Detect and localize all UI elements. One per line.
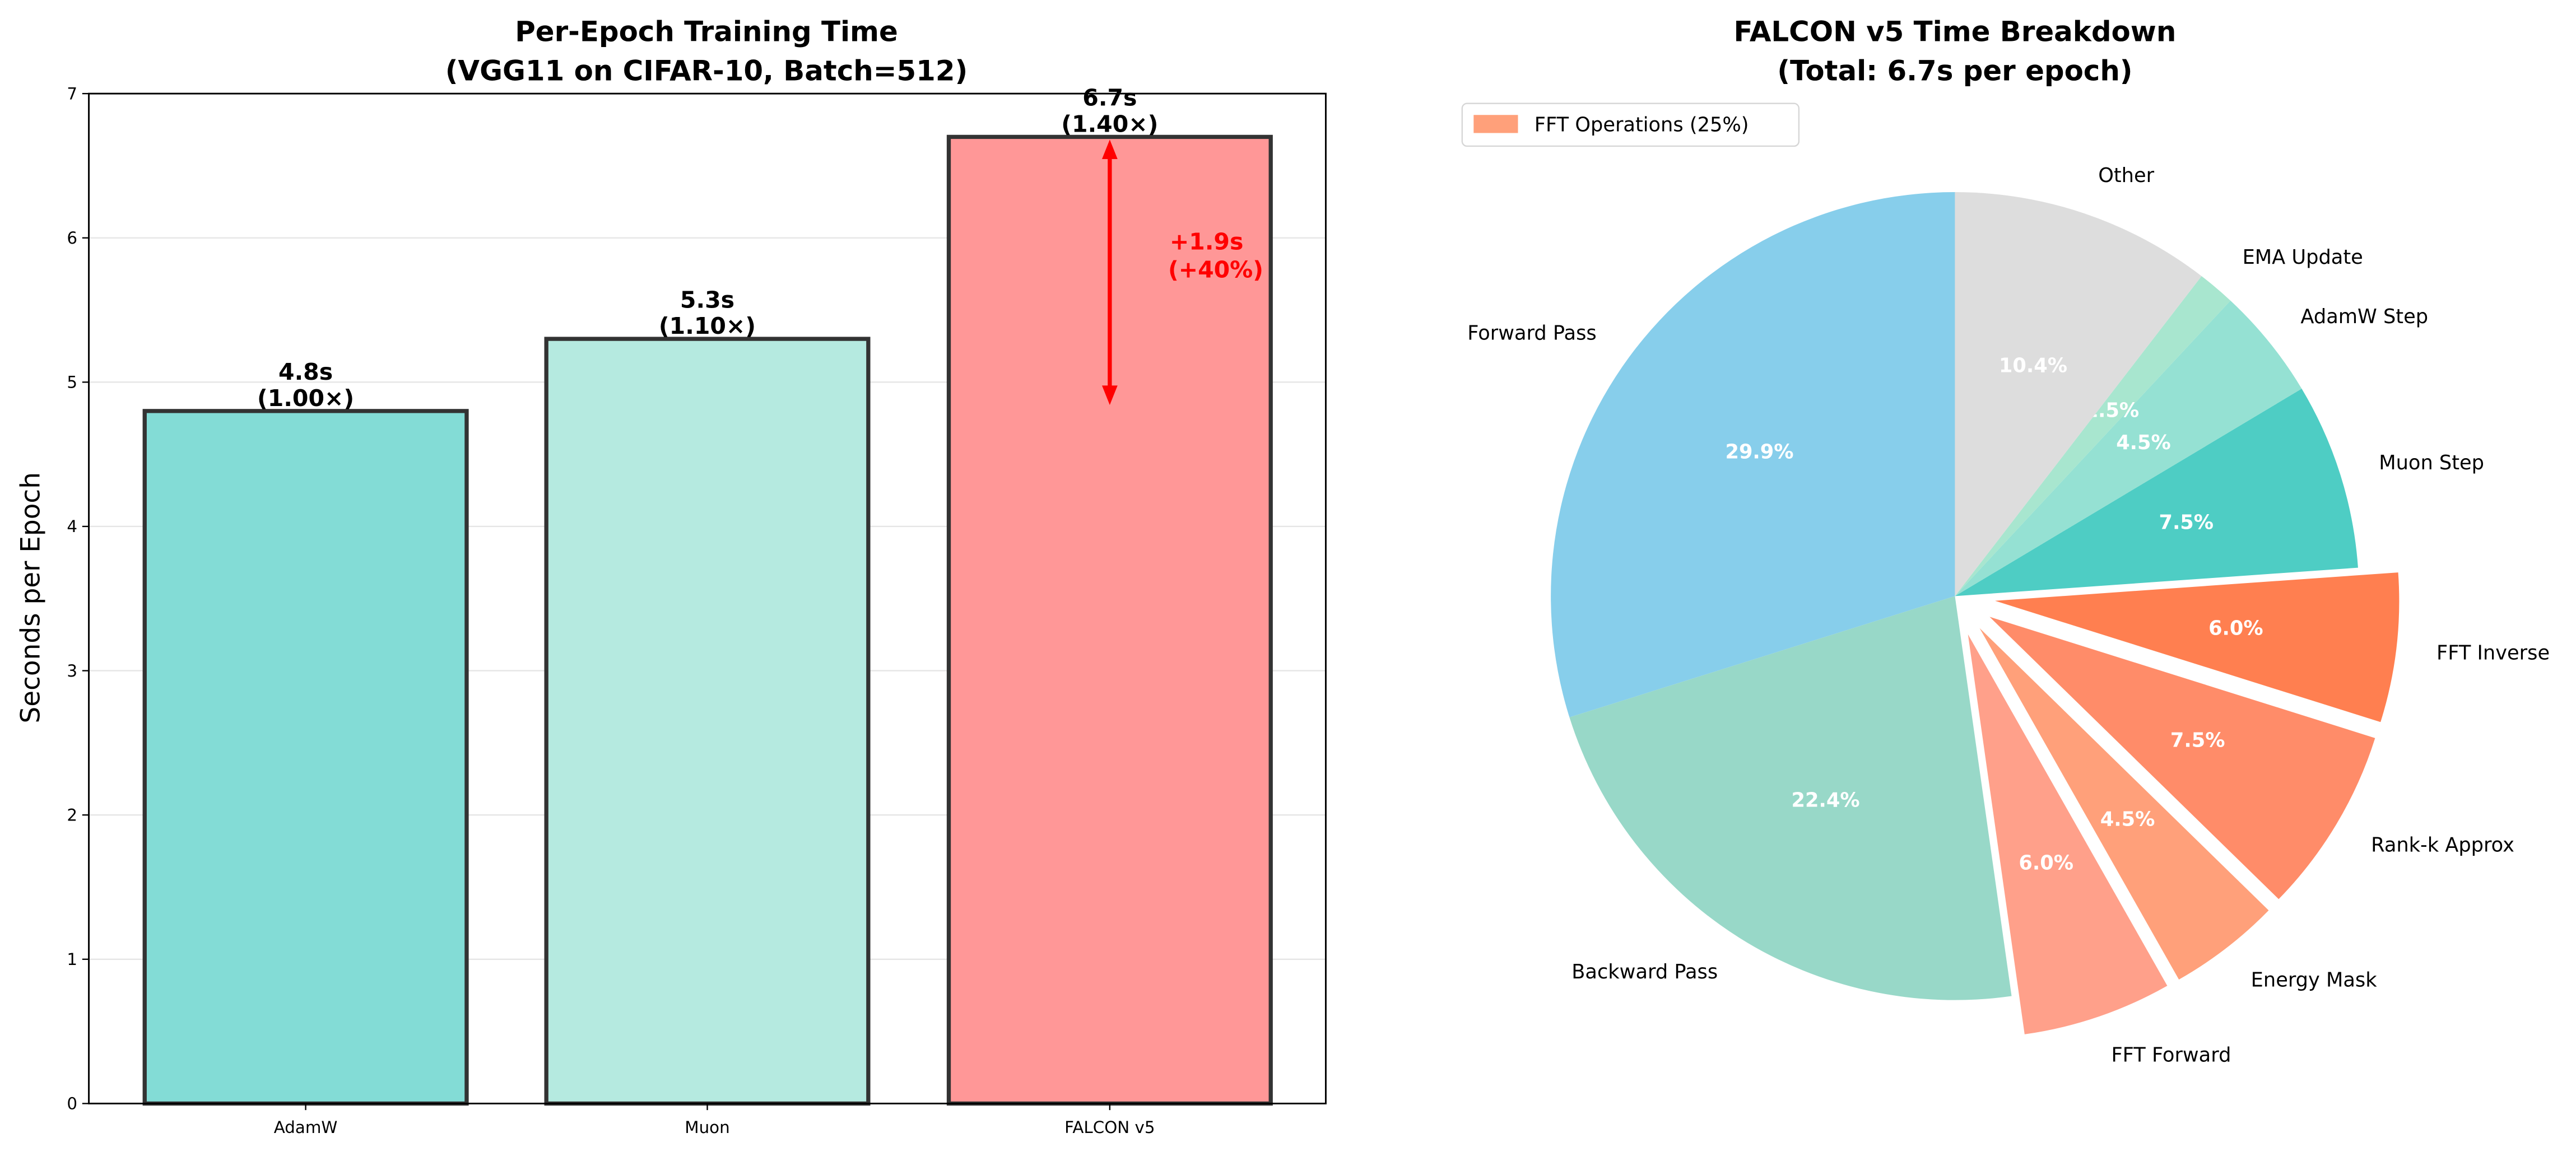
- bar-ratio-label: (1.40×): [1061, 111, 1158, 138]
- slice-label: EMA Update: [2243, 246, 2363, 269]
- x-tick-label: Muon: [685, 1118, 729, 1137]
- slice-other: [1955, 192, 2202, 596]
- bar-chart-title: Per-Epoch Training Time: [515, 15, 898, 48]
- slice-pct-label: 4.5%: [2100, 808, 2155, 831]
- y-tick-label: 1: [67, 950, 77, 969]
- bar-value-label: 5.3s: [680, 286, 734, 313]
- plot-frame: [88, 92, 1327, 1104]
- legend-label: FFT Operations (25%): [1535, 114, 1749, 137]
- bar-ratio-label: (1.10×): [659, 313, 756, 339]
- slice-fft-inverse: [1995, 572, 2400, 722]
- slice-adamw-step: [1955, 300, 2302, 596]
- slice-pct-label: 7.5%: [2159, 511, 2214, 534]
- bar-chart: 0 1 2 3 4 5 6 7 4.8s(1.00×) AdamW 5.3s(1.10×) Muon 6…: [67, 84, 1327, 1137]
- slice-label: Rank-k Approx: [2371, 834, 2514, 857]
- slice-pct-label: 4.5%: [2116, 431, 2171, 454]
- slice-label: Muon Step: [2379, 451, 2484, 474]
- bar-chart-subtitle: (VGG11 on CIFAR-10, Batch=512): [445, 55, 968, 87]
- arrow-head-down: [1101, 385, 1118, 405]
- legend-patch: [1473, 115, 1518, 133]
- slice-energy-mask: [1979, 628, 2269, 980]
- slice-label: Other: [2098, 164, 2154, 187]
- bar-ratio-label: (1.00×): [257, 385, 354, 412]
- slice-muon-step: [1955, 388, 2358, 596]
- x-tick-label: FALCON v5: [1064, 1118, 1155, 1137]
- y-tick-label: 7: [67, 84, 77, 103]
- slice-rank-k-approx: [1989, 617, 2375, 899]
- slice-fft-forward: [1968, 634, 2168, 1034]
- pie-chart-subtitle: (Total: 6.7s per epoch): [1777, 55, 2132, 87]
- slice-forward-pass: [1551, 192, 1955, 717]
- slice-pct-label: 10.4%: [1999, 355, 2067, 377]
- slice-label: Energy Mask: [2251, 969, 2378, 992]
- pie-chart-title: FALCON v5 Time Breakdown: [1734, 15, 2177, 48]
- difference-pct-label: (+40%): [1168, 257, 1263, 283]
- y-tick-label: 6: [67, 229, 77, 248]
- y-tick-label: 3: [67, 661, 77, 680]
- slice-label: FFT Forward: [2111, 1043, 2231, 1066]
- difference-label: +1.9s: [1170, 229, 1243, 255]
- bar-adamw: [142, 409, 469, 1106]
- bar-muon: [544, 337, 871, 1106]
- pie-legend: FFT Operations (25%): [1461, 102, 1800, 147]
- slice-pct-label: 22.4%: [1792, 789, 1860, 812]
- arrow-head-up: [1101, 139, 1118, 159]
- bar-value-label: 4.8s: [278, 358, 333, 385]
- slice-pct-label: 6.0%: [2019, 851, 2073, 874]
- slice-label: Backward Pass: [1571, 960, 1718, 983]
- slice-label: AdamW Step: [2300, 305, 2428, 328]
- slice-label: FFT Inverse: [2436, 641, 2550, 664]
- slice-pct-label: 7.5%: [2170, 729, 2225, 752]
- slice-pct-label: 29.9%: [1725, 440, 1793, 463]
- y-axis-label: Seconds per Epoch: [16, 472, 47, 723]
- slice-pct-label: 6.0%: [2208, 617, 2263, 640]
- y-tick-label: 2: [67, 805, 77, 824]
- y-tick-label: 0: [67, 1094, 77, 1113]
- slice-ema-update: [1955, 276, 2231, 596]
- slice-label: Forward Pass: [1467, 322, 1596, 345]
- x-tick-label: AdamW: [274, 1118, 338, 1137]
- y-tick-label: 5: [67, 373, 77, 392]
- slice-backward-pass: [1569, 596, 2012, 1000]
- bar-value-label: 6.7s: [1082, 85, 1137, 111]
- pie-chart: Forward Pass 29.9% Backward Pass 22.4% FFT F…: [1467, 164, 2550, 1066]
- y-tick-label: 4: [67, 517, 77, 536]
